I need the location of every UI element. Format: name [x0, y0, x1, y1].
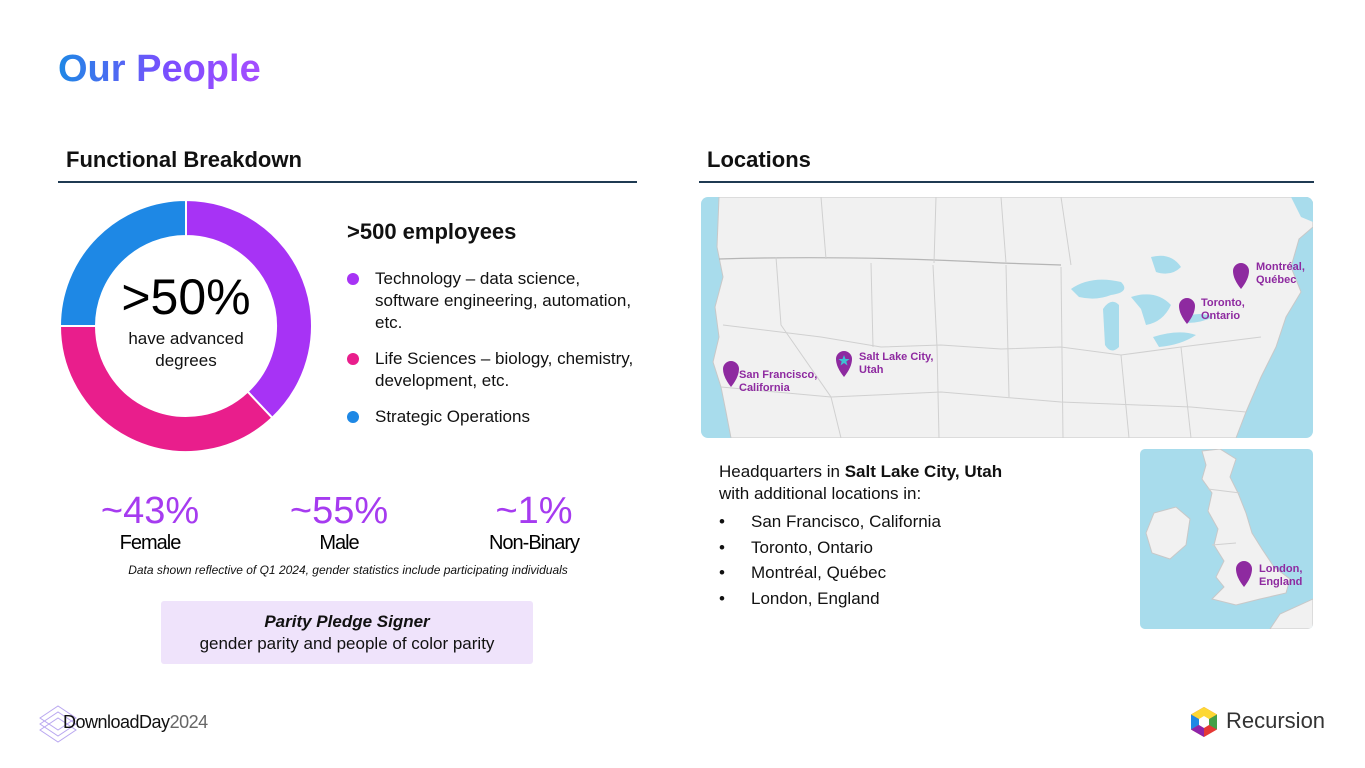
donut-sub-line2: degrees — [155, 351, 217, 370]
stat-male-label: Male — [319, 532, 359, 554]
stat-female: ~43% Female — [65, 491, 235, 555]
donut-segment-life-sciences — [58, 325, 274, 453]
stat-female-label: Female — [119, 532, 182, 554]
legend-text-technology: Technology – data science, software engi… — [375, 269, 632, 332]
functional-heading: Functional Breakdown — [66, 147, 302, 172]
headquarters-text: Headquarters in Salt Lake City, Utah wit… — [719, 461, 1119, 505]
pin-san-francisco-icon — [723, 361, 739, 387]
pin-salt-lake-city-icon — [836, 351, 852, 377]
dd-brand: DownloadDay — [63, 712, 170, 732]
donut-svg — [58, 198, 313, 453]
data-note: Data shown reflective of Q1 2024, gender… — [128, 563, 568, 577]
locations-rule — [699, 181, 1314, 183]
list-item-text: London, England — [751, 588, 880, 608]
pin-london-icon — [1236, 561, 1252, 587]
dd-year: 2024 — [169, 712, 209, 732]
hq-prefix: Headquarters in — [719, 462, 845, 481]
donut-sub-line1: have advanced — [128, 329, 244, 348]
uk-map-svg — [1140, 449, 1313, 629]
pin-montreal-icon — [1233, 263, 1249, 289]
page-title: Our People — [58, 48, 261, 90]
donut-segment-strategic-operations — [58, 198, 187, 327]
list-item-text: Montréal, Québec — [751, 563, 887, 582]
list-bullet: • — [719, 563, 725, 582]
pin-toronto-icon — [1179, 298, 1195, 324]
recursion-logo-icon — [1191, 707, 1217, 737]
north-america-map — [701, 197, 1313, 438]
download-day-logo-icon — [39, 705, 77, 743]
legend-text-strategic-ops: Strategic Operations — [375, 407, 530, 426]
list-item-text: San Francisco, California — [751, 512, 941, 531]
hq-suffix: with additional locations in: — [719, 484, 922, 503]
donut-chart: >50% have advanced degrees — [58, 198, 313, 453]
download-day-wordmark: DownloadDay2024 — [63, 712, 208, 733]
recursion-wordmark: Recursion — [1226, 708, 1326, 733]
list-item: • Montréal, Québec — [719, 560, 1119, 586]
list-item: • Toronto, Ontario — [719, 535, 1119, 561]
pledge-title: Parity Pledge Signer — [264, 612, 430, 631]
functional-legend: Technology – data science, software engi… — [347, 268, 637, 442]
stat-male: ~55% Male — [254, 491, 424, 555]
pin-label-toronto: Toronto, Ontario — [1201, 297, 1245, 322]
list-bullet: • — [719, 512, 725, 531]
locations-list: • San Francisco, California • Toronto, Ont… — [719, 509, 1119, 611]
stat-female-value: ~43% — [100, 490, 200, 532]
stat-non-binary-value: ~1% — [495, 490, 573, 532]
list-item-text: Toronto, Ontario — [751, 537, 873, 557]
pin-label-montreal: Montréal, Québec — [1256, 261, 1305, 286]
list-bullet: • — [719, 588, 725, 608]
legend-dot-technology — [347, 273, 359, 285]
functional-rule — [58, 181, 637, 183]
legend-item-strategic-ops: Strategic Operations — [347, 406, 637, 428]
legend-item-technology: Technology – data science, software engi… — [347, 268, 637, 334]
pin-label-london: London, England — [1259, 563, 1303, 588]
donut-big-value: >50% — [121, 269, 251, 325]
donut-center: >50% have advanced degrees — [60, 200, 312, 452]
list-item: • San Francisco, California — [719, 509, 1119, 535]
legend-item-life-sciences: Life Sciences – biology, chemistry, deve… — [347, 348, 637, 392]
pin-label-san-francisco: San Francisco, California — [739, 369, 818, 394]
stat-male-value: ~55% — [289, 490, 389, 532]
legend-text-life-sciences: Life Sciences – biology, chemistry, deve… — [375, 349, 634, 390]
donut-subtitle: have advanced degrees — [128, 328, 243, 372]
legend-dot-life-sciences — [347, 353, 359, 365]
employees-heading: >500 employees — [347, 219, 517, 244]
pin-label-salt-lake-city: Salt Lake City, Utah — [859, 351, 934, 376]
locations-heading: Locations — [707, 147, 811, 172]
list-item: • London, England — [719, 586, 1119, 612]
stat-non-binary-label: Non-Binary — [488, 532, 580, 554]
donut-segment-technology — [185, 198, 313, 420]
pledge-subtitle: gender parity and people of color parity — [199, 634, 495, 653]
legend-dot-strategic-ops — [347, 411, 359, 423]
list-bullet: • — [719, 537, 725, 557]
uk-map — [1140, 449, 1313, 629]
north-america-map-svg — [701, 197, 1313, 438]
parity-pledge-box: Parity Pledge Signer gender parity and p… — [161, 601, 533, 664]
stat-non-binary: ~1% Non-Binary — [449, 491, 619, 555]
hq-city: Salt Lake City, Utah — [844, 462, 1003, 481]
